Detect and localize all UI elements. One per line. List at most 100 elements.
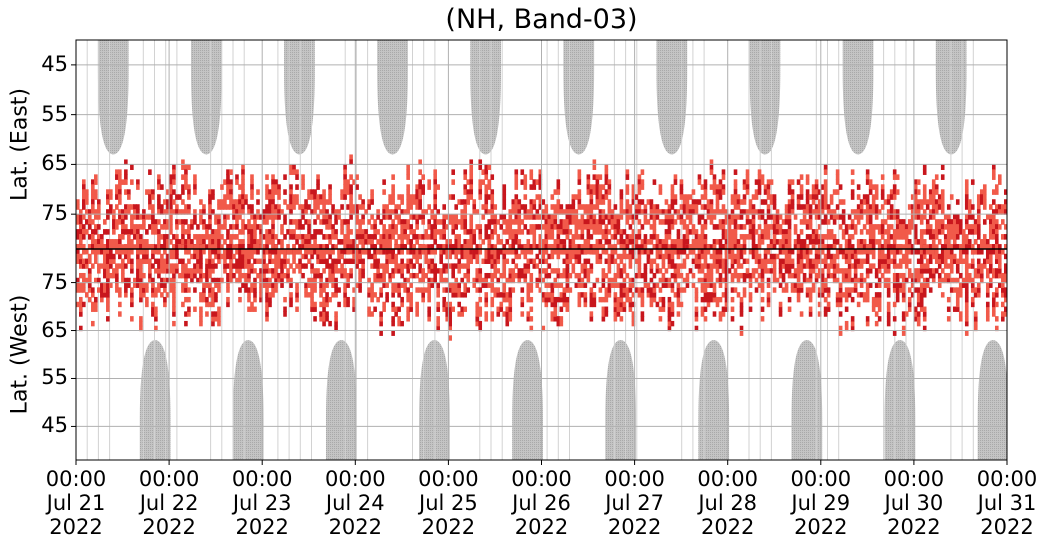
activity-cell-west	[799, 311, 804, 317]
activity-cell-east	[964, 184, 969, 190]
activity-cell-east	[730, 199, 735, 205]
activity-cell-east	[754, 229, 759, 235]
activity-cell-east	[463, 204, 468, 210]
activity-cell-east	[982, 219, 987, 225]
activity-cell-east	[937, 204, 942, 210]
activity-cell-east	[193, 179, 197, 185]
activity-cell-east	[91, 189, 95, 195]
activity-cell-west	[547, 263, 552, 269]
activity-cell-east	[76, 199, 80, 205]
activity-cell-west	[724, 253, 729, 260]
activity-cell-west	[919, 258, 924, 264]
activity-cell-west	[709, 296, 714, 303]
activity-cell-west	[205, 268, 209, 274]
activity-cell-east	[805, 244, 810, 250]
activity-cell-east	[670, 199, 675, 205]
activity-cell-east	[988, 234, 993, 240]
activity-cell-west	[604, 311, 609, 317]
activity-cell-west	[349, 249, 353, 255]
activity-cell-east	[352, 239, 356, 245]
activity-cell-west	[484, 249, 489, 255]
activity-cell-west	[655, 301, 660, 308]
activity-cell-west	[556, 249, 561, 255]
activity-cell-west	[730, 244, 735, 250]
activity-cell-east	[769, 179, 774, 185]
activity-cell-west	[244, 272, 248, 279]
activity-cell-east	[253, 224, 257, 230]
activity-cell-west	[145, 301, 149, 308]
no-data-lobe-east-3	[377, 40, 408, 155]
activity-cell-east	[349, 199, 353, 205]
activity-cell-east	[631, 189, 636, 195]
activity-cell-east	[196, 239, 200, 245]
activity-cell-west	[841, 272, 846, 279]
activity-cell-east	[925, 224, 930, 230]
activity-cell-west	[100, 263, 104, 269]
activity-cell-east	[598, 199, 603, 205]
activity-cell-east	[256, 239, 260, 245]
activity-cell-east	[469, 179, 474, 185]
activity-cell-east	[550, 249, 555, 255]
activity-cell-west	[448, 325, 453, 332]
activity-cell-east	[631, 229, 636, 235]
activity-cell-east	[277, 204, 281, 210]
activity-cell-east	[277, 189, 281, 195]
activity-cell-east	[544, 209, 549, 215]
activity-cell-east	[532, 229, 537, 235]
activity-cell-east	[547, 219, 552, 225]
activity-cell-east	[826, 219, 831, 225]
activity-cell-east	[835, 169, 840, 175]
activity-cell-west	[625, 292, 630, 298]
activity-cell-west	[691, 272, 696, 279]
activity-cell-east	[796, 234, 801, 240]
activity-cell-east	[121, 249, 125, 255]
activity-cell-west	[931, 277, 936, 284]
activity-cell-west	[145, 249, 149, 255]
activity-cell-west	[670, 253, 675, 260]
no-data-lobe-east-2	[284, 40, 315, 155]
activity-cell-west	[925, 263, 930, 269]
activity-cell-west	[460, 277, 465, 284]
activity-cell-east	[328, 224, 332, 230]
activity-cell-west	[175, 268, 179, 274]
activity-cell-east	[556, 184, 561, 190]
activity-cell-east	[307, 194, 311, 200]
activity-cell-west	[769, 253, 774, 260]
activity-cell-west	[823, 296, 828, 303]
activity-cell-west	[682, 244, 687, 250]
activity-cell-east	[577, 189, 582, 195]
activity-cell-east	[742, 194, 747, 200]
activity-cell-west	[595, 258, 600, 264]
activity-cell-west	[934, 268, 939, 274]
activity-cell-west	[853, 268, 858, 274]
activity-cell-west	[214, 249, 218, 255]
activity-cell-east	[916, 179, 921, 185]
activity-cell-west	[355, 258, 359, 264]
activity-cell-west	[661, 244, 666, 250]
activity-cell-east	[349, 159, 353, 166]
activity-cell-west	[541, 244, 546, 250]
activity-cell-east	[157, 174, 161, 180]
activity-cell-east	[448, 219, 453, 225]
activity-cell-east	[148, 244, 152, 250]
activity-cell-east	[802, 219, 807, 225]
activity-cell-east	[847, 214, 852, 220]
activity-cell-east	[733, 199, 738, 205]
activity-cell-east	[283, 214, 287, 220]
activity-cell-west	[790, 258, 795, 264]
activity-cell-west	[844, 277, 849, 284]
activity-cell-west	[508, 301, 513, 308]
activity-cell-west	[643, 249, 648, 255]
activity-cell-east	[796, 204, 801, 210]
activity-cell-east	[892, 239, 897, 245]
activity-cell-east	[166, 204, 170, 210]
activity-cell-west	[895, 263, 900, 269]
activity-cell-east	[250, 189, 254, 195]
activity-cell-east	[637, 234, 642, 240]
activity-cell-east	[568, 214, 573, 220]
activity-cell-west	[316, 258, 320, 264]
activity-cell-east	[166, 199, 170, 205]
activity-cell-east	[655, 234, 660, 240]
activity-cell-east	[778, 214, 783, 220]
activity-cell-east	[991, 244, 996, 250]
